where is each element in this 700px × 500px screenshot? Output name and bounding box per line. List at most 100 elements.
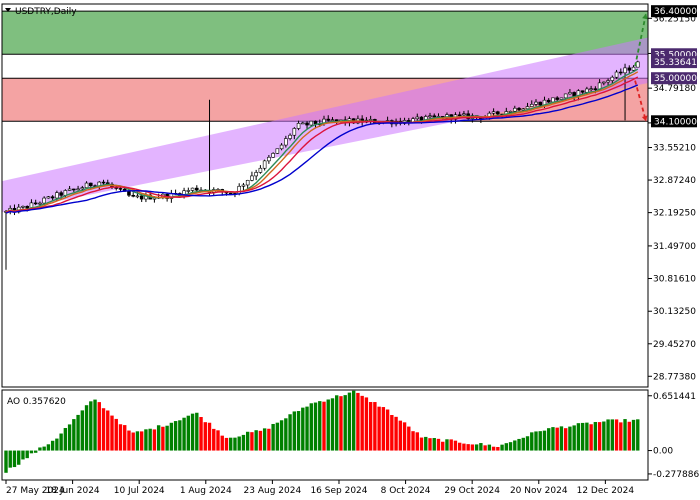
candle-body bbox=[296, 123, 301, 129]
ao-bar bbox=[110, 415, 114, 451]
level-label: 35.00000 bbox=[651, 72, 697, 85]
ao-bar bbox=[339, 396, 343, 451]
ao-bar bbox=[288, 414, 292, 451]
price-tick-label: 34.79180 bbox=[653, 84, 696, 94]
ao-bar bbox=[25, 450, 29, 459]
candle-body bbox=[72, 188, 76, 191]
ao-bar bbox=[496, 446, 500, 451]
candle-body bbox=[271, 153, 275, 158]
ao-bar bbox=[318, 401, 322, 451]
candle bbox=[534, 99, 538, 107]
ao-bar bbox=[199, 416, 203, 451]
price-tick-label: 31.49700 bbox=[653, 242, 696, 252]
time-tick-label: 16 Sep 2024 bbox=[310, 486, 367, 496]
ao-bar bbox=[161, 426, 165, 451]
ao-bar bbox=[563, 428, 568, 451]
level-label: 35.33641 bbox=[651, 56, 697, 68]
candle bbox=[623, 63, 627, 121]
candle bbox=[614, 69, 619, 79]
candle bbox=[428, 112, 432, 119]
candle-body bbox=[135, 195, 140, 198]
candle-body bbox=[432, 115, 437, 118]
time-tick-label: 29 Oct 2024 bbox=[444, 486, 500, 496]
forecast-arrow-head bbox=[641, 115, 648, 122]
candle bbox=[635, 60, 640, 68]
ao-bar bbox=[127, 430, 131, 451]
candle bbox=[67, 185, 72, 191]
candle-body bbox=[606, 80, 610, 83]
candle-body bbox=[305, 122, 309, 126]
ao-bar bbox=[63, 428, 68, 451]
ao-bar bbox=[326, 399, 330, 451]
ao-bar bbox=[593, 421, 598, 451]
ao-bar bbox=[627, 421, 631, 451]
candle-body bbox=[619, 71, 623, 74]
ao-bar bbox=[351, 390, 356, 451]
ao-bar bbox=[29, 450, 34, 454]
ao-bar bbox=[610, 419, 615, 451]
candle-body bbox=[131, 194, 135, 197]
ao-bar bbox=[101, 408, 106, 451]
candle-body bbox=[186, 190, 191, 192]
candle-body bbox=[580, 90, 585, 93]
ao-bar bbox=[572, 425, 576, 451]
candle bbox=[275, 148, 280, 154]
candle-body bbox=[250, 175, 254, 181]
ao-bar bbox=[373, 402, 377, 451]
candle-body bbox=[334, 119, 339, 122]
ao-bar bbox=[186, 415, 191, 451]
price-plot-area[interactable] bbox=[2, 10, 648, 270]
ao-bar bbox=[521, 437, 525, 451]
candle bbox=[262, 159, 267, 171]
symbol-title-text: USDTRY,Daily bbox=[15, 7, 77, 17]
candle bbox=[195, 185, 199, 193]
symbol-title[interactable]: USDTRY,Daily bbox=[5, 7, 77, 17]
candle-body bbox=[610, 76, 615, 81]
ao-bar bbox=[360, 395, 364, 451]
ao-bar bbox=[309, 403, 313, 451]
candle bbox=[555, 96, 559, 102]
candle bbox=[250, 171, 254, 182]
candle-body bbox=[288, 134, 292, 139]
candle-body bbox=[589, 88, 593, 90]
ao-bar bbox=[402, 422, 407, 451]
ao-bar bbox=[530, 432, 534, 451]
candle-body bbox=[25, 205, 29, 209]
candle bbox=[631, 65, 636, 71]
ao-bar bbox=[84, 405, 89, 451]
level-label-text: 35.33641 bbox=[654, 58, 697, 68]
ao-bar bbox=[165, 425, 169, 451]
ao-bar bbox=[597, 422, 602, 451]
ao-bar bbox=[483, 445, 487, 451]
candle-body bbox=[529, 104, 534, 107]
ao-bar bbox=[432, 438, 436, 451]
time-tick-label: 12 Dec 2024 bbox=[577, 486, 635, 496]
candle-body bbox=[623, 67, 627, 74]
candle-body bbox=[38, 202, 42, 205]
ao-indicator-pane[interactable] bbox=[4, 390, 640, 473]
candle-body bbox=[534, 101, 538, 105]
ao-bar bbox=[292, 411, 297, 451]
ao-bars-layer bbox=[4, 390, 640, 473]
candle bbox=[491, 108, 496, 117]
ao-bar bbox=[453, 440, 458, 451]
chevron-down-icon[interactable] bbox=[5, 8, 11, 12]
ao-bar bbox=[152, 429, 157, 451]
ao-bar bbox=[258, 430, 263, 451]
forecast-arrow-head bbox=[642, 13, 648, 20]
candle-body bbox=[462, 113, 466, 116]
ao-axis: 0.651441 0.00 -0.277886 bbox=[648, 392, 699, 480]
candle-body bbox=[190, 187, 195, 191]
ao-bar bbox=[470, 444, 475, 451]
candle bbox=[517, 107, 521, 112]
ao-bar bbox=[631, 419, 636, 451]
ao-bar bbox=[305, 406, 309, 451]
candle bbox=[627, 65, 632, 74]
candle-body bbox=[284, 138, 288, 146]
candle-body bbox=[67, 188, 72, 191]
ao-bar bbox=[390, 415, 394, 451]
candle bbox=[521, 108, 526, 111]
level-label-text: 35.00000 bbox=[654, 74, 697, 84]
ao-bar bbox=[568, 426, 572, 451]
